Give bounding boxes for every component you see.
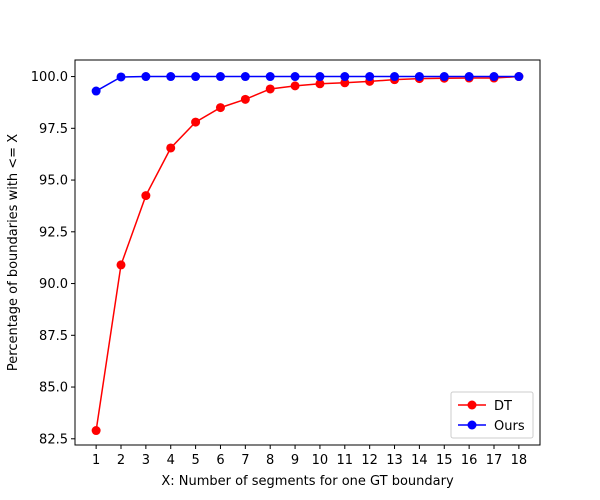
series-dt-point — [240, 94, 250, 104]
x-tick-label: 17 — [486, 453, 503, 468]
y-tick-label: 90.0 — [39, 277, 68, 292]
series-ours-point — [191, 72, 201, 82]
x-tick-label: 18 — [511, 453, 528, 468]
x-tick-label: 12 — [361, 453, 378, 468]
series-ours-point — [290, 72, 300, 82]
series-ours-point — [464, 72, 474, 82]
x-tick-label: 7 — [241, 453, 249, 468]
series-dt-point — [191, 117, 201, 127]
legend-ours-marker — [467, 420, 477, 430]
series-ours-point — [439, 72, 449, 82]
series-ours-point — [414, 72, 424, 82]
x-axis-ticks: 1 2 3 4 5 6 7 8 9 10 11 12 13 14 15 16 17 18 — [92, 445, 527, 468]
y-axis-ticks: 82.5 85.0 87.5 90.0 92.5 95.0 97.5 100.0 — [31, 70, 75, 447]
series-dt-point — [340, 78, 350, 88]
series-dt-point — [91, 426, 101, 436]
y-tick-label: 82.5 — [39, 432, 68, 447]
series-ours-point — [390, 72, 400, 82]
x-axis-label: X: Number of segments for one GT boundar… — [161, 474, 454, 489]
y-tick-label: 100.0 — [31, 70, 68, 85]
series-ours-point — [489, 72, 499, 82]
x-tick-label: 13 — [386, 453, 403, 468]
x-tick-label: 6 — [216, 453, 224, 468]
series-ours-point — [265, 72, 275, 82]
legend: DT Ours — [450, 391, 534, 439]
x-tick-label: 11 — [337, 453, 354, 468]
y-tick-label: 97.5 — [39, 122, 68, 137]
series-layer — [91, 72, 524, 436]
x-tick-label: 10 — [312, 453, 329, 468]
x-tick-label: 1 — [92, 453, 100, 468]
x-tick-label: 15 — [436, 453, 453, 468]
series-dt-point — [215, 103, 225, 113]
x-tick-label: 4 — [167, 453, 175, 468]
series-ours-point — [340, 72, 350, 82]
plot-frame — [74, 59, 541, 446]
series-ours-point — [240, 72, 250, 82]
series-ours-point — [514, 72, 524, 82]
series-dt-point — [166, 143, 176, 153]
series-ours-point — [91, 86, 101, 96]
series-ours-point — [141, 72, 151, 82]
series-dt-point — [315, 79, 325, 89]
x-tick-label: 2 — [117, 453, 125, 468]
x-tick-label: 9 — [291, 453, 299, 468]
series-ours-point — [365, 72, 375, 82]
series-ours-point — [116, 72, 126, 82]
y-axis-label: Percentage of boundaries with <= X — [6, 134, 21, 371]
y-tick-label: 85.0 — [39, 381, 68, 396]
series-ours-point — [166, 72, 176, 82]
series-ours-point — [215, 72, 225, 82]
x-tick-label: 16 — [461, 453, 478, 468]
y-tick-label: 92.5 — [39, 225, 68, 240]
plot-area — [75, 60, 540, 445]
series-ours-point — [315, 72, 325, 82]
x-tick-label: 8 — [266, 453, 274, 468]
legend-dt-label: DT — [494, 399, 512, 414]
x-tick-label: 14 — [411, 453, 428, 468]
series-dt-point — [265, 84, 275, 94]
legend-ours-label: Ours — [494, 419, 525, 434]
series-dt-point — [141, 191, 151, 201]
x-tick-label: 3 — [142, 453, 150, 468]
y-tick-label: 87.5 — [39, 329, 68, 344]
y-tick-label: 95.0 — [39, 174, 68, 189]
series-dt-point — [116, 260, 126, 270]
x-tick-label: 5 — [191, 453, 199, 468]
legend-dt-marker — [467, 400, 477, 410]
series-dt-point — [290, 81, 300, 91]
